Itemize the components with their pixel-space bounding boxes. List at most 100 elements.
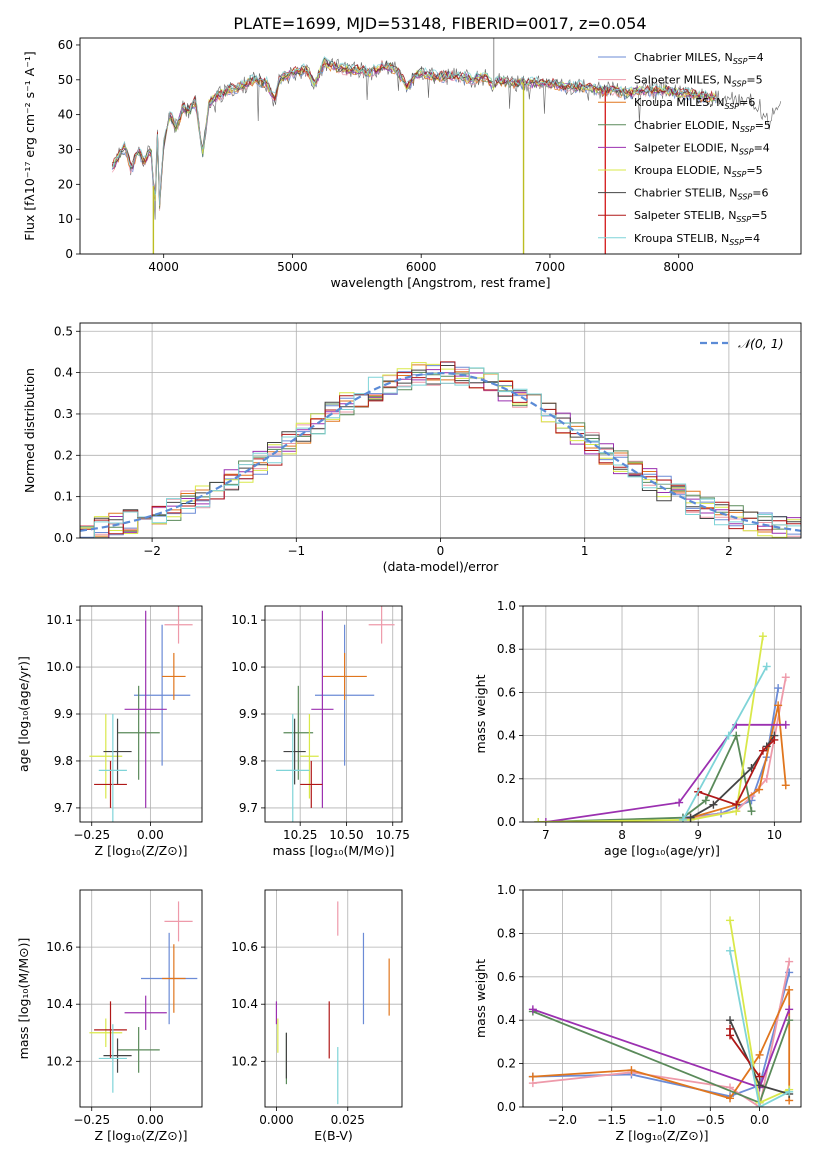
x-tick-label: −0.25 <box>73 1113 110 1127</box>
y-tick-label: 0.1 <box>54 490 73 504</box>
axes-frame <box>264 889 403 1108</box>
y-tick-label: 0.4 <box>497 1013 516 1027</box>
y-axis-label: Flux [fλ10⁻¹⁷ erg cm⁻² s⁻¹ A⁻¹] <box>22 51 37 240</box>
y-tick-label: 10.1 <box>46 613 73 627</box>
y-tick-label: 10.0 <box>231 660 258 674</box>
axes-frame <box>522 605 802 823</box>
x-tick-label: −1.0 <box>646 1113 675 1127</box>
axes-frame <box>79 322 802 539</box>
errorbar-point-3 <box>283 685 314 780</box>
errorbar-point-3 <box>117 1027 160 1073</box>
y-tick-label: 9.9 <box>239 707 258 721</box>
panel-3: 10.25 10.50 10.75 9.7 9.8 9.9 10.0 10.1 mass [lo… <box>231 605 410 858</box>
legend: Chabrier MILES, NSSP=4 Salpeter MILES, NS… <box>598 51 771 247</box>
axes-frame <box>79 605 203 823</box>
weight-marker <box>774 684 783 693</box>
x-tick-label: 6000 <box>406 260 437 274</box>
weight-marker <box>785 1005 794 1014</box>
model-line-5 <box>112 57 717 207</box>
axes-frame <box>264 605 403 823</box>
y-tick-label: 9.9 <box>54 707 73 721</box>
weight-marker <box>755 1103 764 1107</box>
x-axis-label: Z [log₁₀(Z/Z⊙)] <box>95 1128 188 1143</box>
panel-1: −2 −1 0 1 2 0.0 0.1 0.2 0.3 0.4 0.5 (data-model)/er… <box>22 322 802 574</box>
x-tick-label: 0 <box>437 544 445 558</box>
weight-marker <box>747 807 756 816</box>
x-axis-label: Z [log₁₀(Z/Z⊙)] <box>616 1128 709 1143</box>
x-tick-label: 0.00 <box>137 828 164 842</box>
errorbar-point-1 <box>164 901 193 942</box>
y-tick-label: 0.5 <box>54 324 73 338</box>
errorbar-point-8 <box>98 714 127 822</box>
weight-marker <box>755 1081 764 1090</box>
x-tick-label: 5000 <box>277 260 308 274</box>
y-axis-label: mass [log₁₀(M/M⊙)] <box>16 938 31 1060</box>
x-axis-label: wavelength [Angstrom, rest frame] <box>330 275 550 290</box>
x-tick-label: 8000 <box>663 260 694 274</box>
y-tick-label: 10.4 <box>231 997 258 1011</box>
normal-curve <box>80 371 801 532</box>
y-tick-label: 10.2 <box>231 1054 258 1068</box>
plot-area <box>276 606 395 822</box>
legend-entry: Kroupa ELODIE, NSSP=5 <box>634 164 763 179</box>
weight-marker <box>758 746 767 755</box>
weight-marker <box>762 662 771 671</box>
weight-marker <box>726 916 735 925</box>
legend-entry: Chabrier STELIB, NSSP=6 <box>634 187 768 202</box>
plot-area <box>80 361 801 538</box>
weight-line-7 <box>697 739 775 806</box>
y-tick-label: 0.8 <box>497 642 516 656</box>
weight-marker <box>709 800 718 809</box>
weight-marker <box>701 796 710 805</box>
y-tick-label: 0.0 <box>54 531 73 545</box>
panel-0: 4000 5000 6000 7000 8000 0 10 20 30 40 50 60 wavelen… <box>22 37 802 290</box>
weight-marker <box>758 632 767 641</box>
legend-entry: Salpeter ELODIE, NSSP=4 <box>634 141 770 156</box>
weight-marker <box>675 798 684 807</box>
weight-marker <box>732 731 741 740</box>
errorbar-point-2 <box>162 944 186 1013</box>
errorbar-point-8 <box>276 714 310 822</box>
weight-marker <box>678 815 687 822</box>
x-tick-label: 7000 <box>535 260 566 274</box>
y-tick-label: 0.2 <box>497 1057 516 1071</box>
plot-area <box>111 38 782 254</box>
axes-frame <box>79 889 203 1108</box>
y-tick-label: 9.7 <box>54 801 73 815</box>
weight-marker <box>726 1016 735 1025</box>
y-tick-label: 10.6 <box>231 940 258 954</box>
y-tick-label: 0.2 <box>54 448 73 462</box>
errorbar-point-8 <box>98 1024 127 1093</box>
x-tick-label: 0.025 <box>331 1113 365 1127</box>
errorbar-point-5 <box>89 1018 123 1048</box>
y-tick-label: 0.3 <box>54 407 73 421</box>
x-axis-label: E(B-V) <box>314 1128 353 1143</box>
x-tick-label: −2.0 <box>548 1113 577 1127</box>
weight-line-5 <box>538 636 764 822</box>
y-tick-label: 10 <box>58 212 73 226</box>
legend-entry: Salpeter MILES, NSSP=5 <box>634 74 763 89</box>
y-tick-label: 1.0 <box>497 599 516 613</box>
weight-marker <box>785 957 794 966</box>
x-tick-label: −0.5 <box>696 1113 725 1127</box>
weight-marker <box>686 813 695 822</box>
x-tick-label: 9 <box>694 828 702 842</box>
weight-marker <box>534 818 543 822</box>
weight-marker <box>774 701 783 710</box>
errorbar-point-7 <box>94 1001 127 1059</box>
errorbar-point-6 <box>283 718 306 785</box>
x-tick-label: 0.000 <box>259 1113 293 1127</box>
weight-marker <box>732 800 741 809</box>
errorbar-point-2 <box>162 652 186 700</box>
x-tick-label: 2 <box>725 544 733 558</box>
x-tick-label: 7 <box>542 828 550 842</box>
histogram-8 <box>80 367 801 538</box>
x-axis-label: age [log₁₀(age/yr)] <box>604 843 720 858</box>
y-tick-label: 0.2 <box>497 772 516 786</box>
x-tick-label: 8 <box>618 828 626 842</box>
panel-5: −0.25 0.00 10.2 10.4 10.6 Z [log₁₀(Z/Z⊙)] mass… <box>16 889 203 1143</box>
x-tick-label: 10.50 <box>329 828 363 842</box>
y-axis-label: Normed distribution <box>22 368 37 493</box>
weight-marker <box>781 720 790 729</box>
